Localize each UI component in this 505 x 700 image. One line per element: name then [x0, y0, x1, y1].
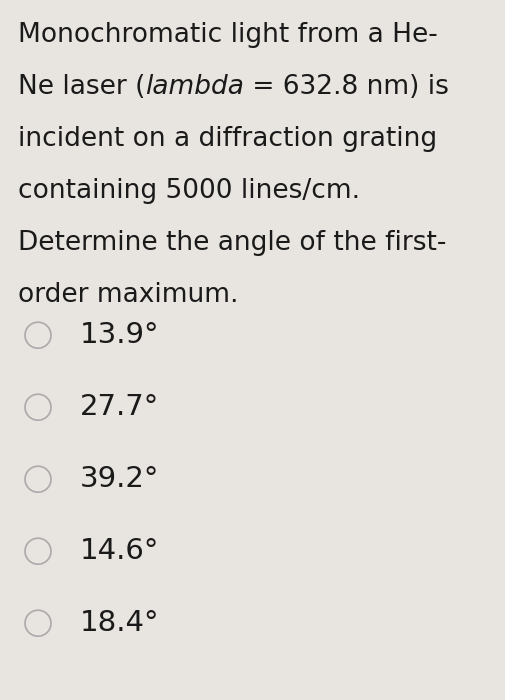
Text: = 632.8 nm) is: = 632.8 nm) is [244, 74, 449, 100]
Text: 13.9°: 13.9° [80, 321, 160, 349]
Text: 18.4°: 18.4° [80, 609, 160, 637]
Text: lambda: lambda [145, 74, 244, 100]
Text: 39.2°: 39.2° [80, 466, 160, 493]
Text: incident on a diffraction grating: incident on a diffraction grating [18, 126, 437, 152]
Text: 14.6°: 14.6° [80, 537, 160, 565]
Text: Monochromatic light from a He-: Monochromatic light from a He- [18, 22, 438, 48]
Text: order maximum.: order maximum. [18, 282, 238, 308]
Text: Ne laser (: Ne laser ( [18, 74, 145, 100]
Text: 27.7°: 27.7° [80, 393, 159, 421]
Text: containing 5000 lines/cm.: containing 5000 lines/cm. [18, 178, 360, 204]
Text: Determine the angle of the first-: Determine the angle of the first- [18, 230, 446, 256]
